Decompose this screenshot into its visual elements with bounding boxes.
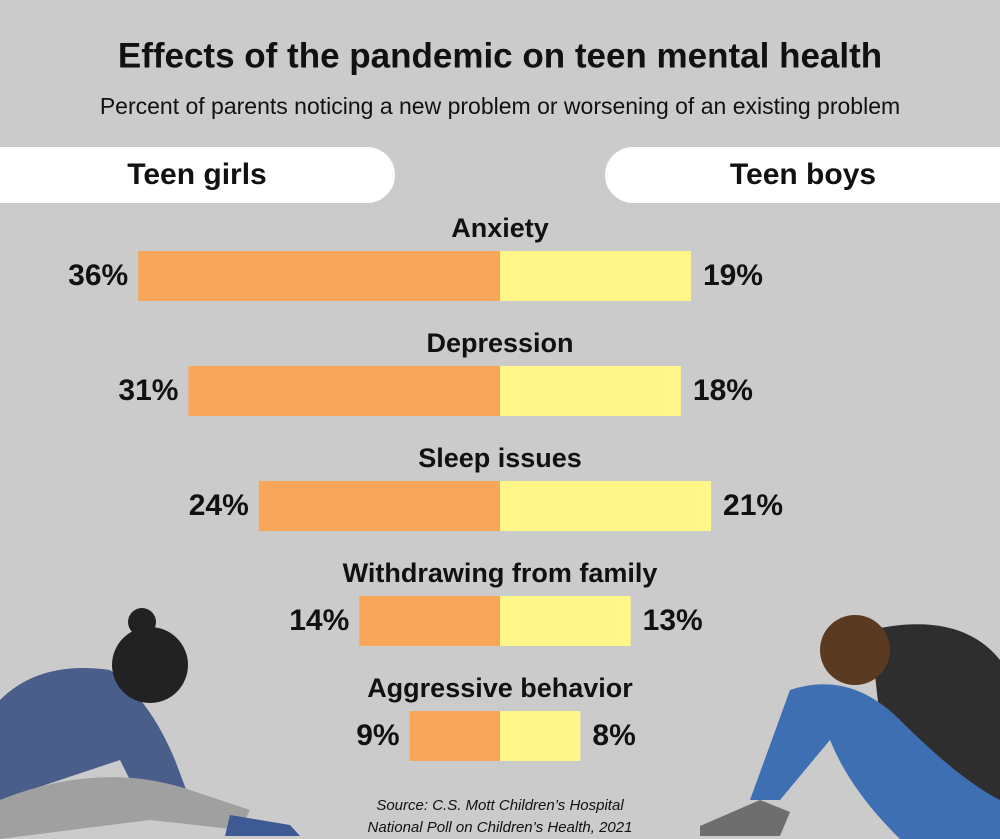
value-label: 31% <box>118 374 178 407</box>
bar <box>500 711 581 761</box>
category-label: Sleep issues <box>418 443 582 473</box>
source-note: National Poll on Children’s Health, 2021 <box>368 819 633 836</box>
bar <box>409 711 500 761</box>
bar <box>359 596 500 646</box>
source-note: Source: C.S. Mott Children’s Hospital <box>376 797 624 814</box>
value-label: 8% <box>592 719 635 752</box>
value-label: 36% <box>68 259 128 292</box>
value-label: 18% <box>693 374 753 407</box>
value-label: 24% <box>189 489 249 522</box>
chart-title: Effects of the pandemic on teen mental h… <box>118 36 882 75</box>
category-label: Withdrawing from family <box>343 558 658 588</box>
bar <box>258 481 500 531</box>
category-label: Anxiety <box>451 213 549 243</box>
girl-illustration <box>0 608 300 839</box>
chart-subtitle: Percent of parents noticing a new proble… <box>100 93 900 119</box>
legend-pill <box>605 147 1000 203</box>
value-label: 19% <box>703 259 763 292</box>
bar <box>500 366 681 416</box>
value-label: 9% <box>356 719 399 752</box>
category-label: Aggressive behavior <box>367 673 633 703</box>
bar <box>500 596 631 646</box>
legend-label: Teen boys <box>730 158 876 191</box>
value-label: 14% <box>289 604 349 637</box>
category-label: Depression <box>426 328 573 358</box>
legend-pill <box>0 147 395 203</box>
value-label: 13% <box>643 604 703 637</box>
bar <box>138 251 500 301</box>
boy-illustration <box>700 615 1000 839</box>
bar <box>500 481 712 531</box>
bar <box>188 366 500 416</box>
legend-label: Teen girls <box>127 158 266 191</box>
bar <box>500 251 691 301</box>
value-label: 21% <box>723 489 783 522</box>
